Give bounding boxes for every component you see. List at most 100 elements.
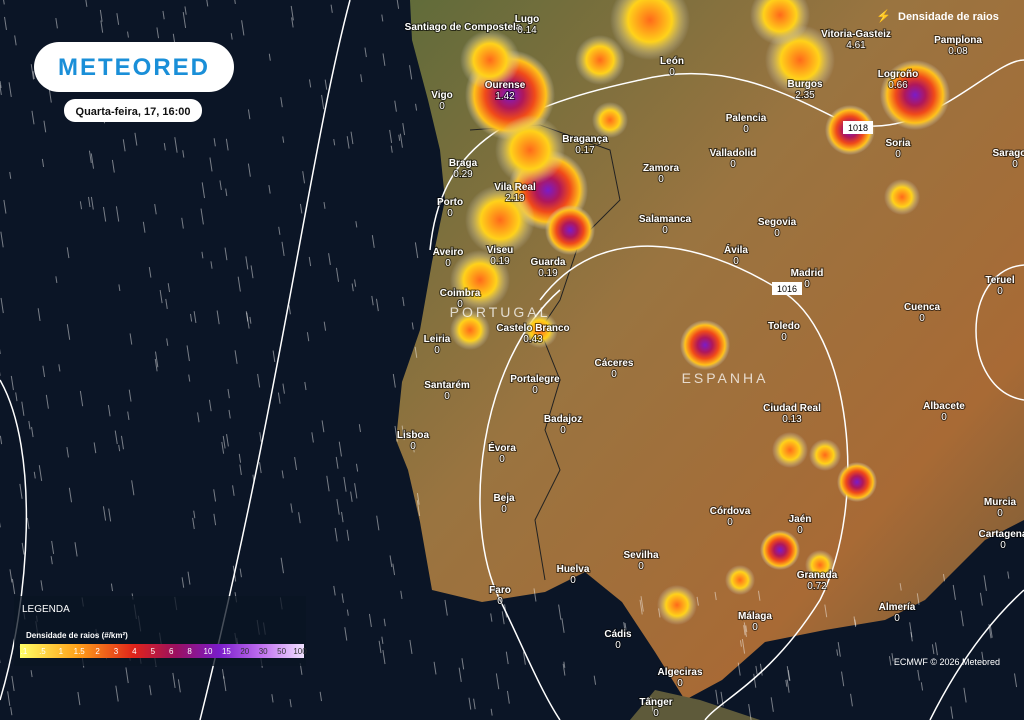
- wind-streak: [79, 390, 84, 407]
- wind-streak: [281, 241, 285, 256]
- city-value: 0: [611, 369, 617, 380]
- wind-streak: [473, 698, 476, 710]
- wind-streak: [757, 590, 761, 601]
- wind-streak: [350, 491, 353, 502]
- wind-streak: [409, 65, 413, 80]
- wind-streak: [66, 447, 69, 458]
- legend-scale-label: 100: [293, 647, 307, 656]
- wind-streak: [48, 88, 52, 103]
- lightning-area: [465, 185, 535, 255]
- wind-streak: [213, 138, 216, 147]
- city-value: 0: [797, 525, 803, 536]
- wind-streak: [79, 201, 83, 210]
- wind-streak: [759, 663, 763, 676]
- wind-streak: [216, 310, 220, 325]
- wind-streak: [989, 626, 993, 638]
- wind-streak: [495, 673, 500, 690]
- city-name: Salamanca: [639, 214, 692, 225]
- wind-streak: [31, 426, 34, 438]
- city-name: Santarém: [424, 380, 470, 391]
- city-name: Albacete: [923, 401, 965, 412]
- city-value: 0.66: [888, 80, 908, 91]
- wind-streak: [182, 11, 187, 28]
- wind-streak: [743, 622, 747, 637]
- datetime-box: [64, 99, 202, 122]
- lightning-area: [760, 530, 800, 570]
- wind-streak: [696, 596, 699, 606]
- wind-streak: [737, 662, 741, 676]
- wind-streak: [850, 693, 853, 707]
- wind-streak: [291, 17, 294, 28]
- wind-streak: [219, 180, 222, 190]
- wind-streak: [246, 312, 250, 329]
- datetime: Quarta-feira, 17, 16:00: [76, 106, 191, 118]
- city-name: Leiria: [424, 334, 451, 345]
- wind-streak: [916, 593, 920, 605]
- wind-streak: [837, 642, 841, 657]
- isobar: [929, 589, 1024, 720]
- city-name: Ciudad Real: [763, 403, 821, 414]
- legend-scale-label: 10: [204, 647, 213, 656]
- wind-streak: [165, 298, 168, 310]
- wind-streak: [213, 489, 217, 502]
- wind-streak: [38, 465, 43, 482]
- wind-streak: [983, 575, 987, 591]
- wind-streak: [786, 666, 790, 681]
- wind-streak: [351, 283, 354, 292]
- wind-streak: [623, 622, 626, 630]
- wind-streak: [156, 27, 160, 39]
- wind-streak: [226, 434, 229, 447]
- wind-streak: [324, 79, 328, 90]
- wind-streak: [952, 584, 956, 600]
- wind-streak: [640, 596, 644, 612]
- city-value: 0: [895, 149, 901, 160]
- city-value: 4.61: [846, 40, 866, 51]
- wind-streak: [257, 373, 261, 388]
- city-value: 0: [669, 67, 675, 78]
- wind-streak: [193, 311, 197, 323]
- city-name: Vigo: [431, 90, 452, 101]
- wind-streak: [824, 604, 828, 618]
- city-value: 0: [1012, 159, 1018, 170]
- wind-streak: [785, 679, 788, 687]
- city-value: 0: [1000, 540, 1006, 551]
- wind-streak: [154, 351, 159, 368]
- city-name: Lisboa: [397, 430, 430, 441]
- wind-streak: [402, 296, 405, 307]
- city-name: Zamora: [643, 163, 680, 174]
- wind-streak: [308, 79, 312, 88]
- lightning-area: [805, 550, 835, 580]
- legend-scale-label: 2: [95, 647, 100, 656]
- city-name: Tânger: [639, 697, 672, 708]
- wind-streak: [333, 585, 336, 596]
- wind-streak: [186, 345, 190, 362]
- wind-streak: [715, 689, 719, 705]
- wind-streak: [208, 399, 212, 412]
- wind-streak: [770, 697, 774, 712]
- wind-streak: [468, 697, 472, 710]
- wind-streak: [99, 9, 103, 22]
- isobar-label: 1016: [777, 284, 797, 294]
- city-name: Vila Real: [494, 182, 536, 193]
- wind-streak: [88, 150, 92, 164]
- wind-streak: [942, 574, 946, 582]
- lightning-area: [610, 0, 690, 60]
- wind-streak: [77, 691, 81, 706]
- wind-streak: [28, 420, 31, 430]
- wind-streak: [234, 350, 238, 364]
- city-value: 0: [499, 454, 505, 465]
- wind-streak: [19, 483, 23, 499]
- wind-streak: [392, 563, 396, 576]
- city-name: Palencia: [726, 113, 767, 124]
- wind-streak: [917, 669, 920, 681]
- wind-streak: [181, 577, 185, 588]
- wind-streak: [247, 163, 251, 177]
- legend-scale-label: 1: [59, 647, 64, 656]
- wind-streak: [979, 592, 983, 606]
- wind-streak: [167, 283, 171, 293]
- wind-streak: [159, 290, 163, 304]
- wind-streak: [416, 493, 420, 505]
- wind-streak: [326, 475, 330, 492]
- city-value: 0: [615, 640, 621, 651]
- wind-streak: [120, 435, 124, 450]
